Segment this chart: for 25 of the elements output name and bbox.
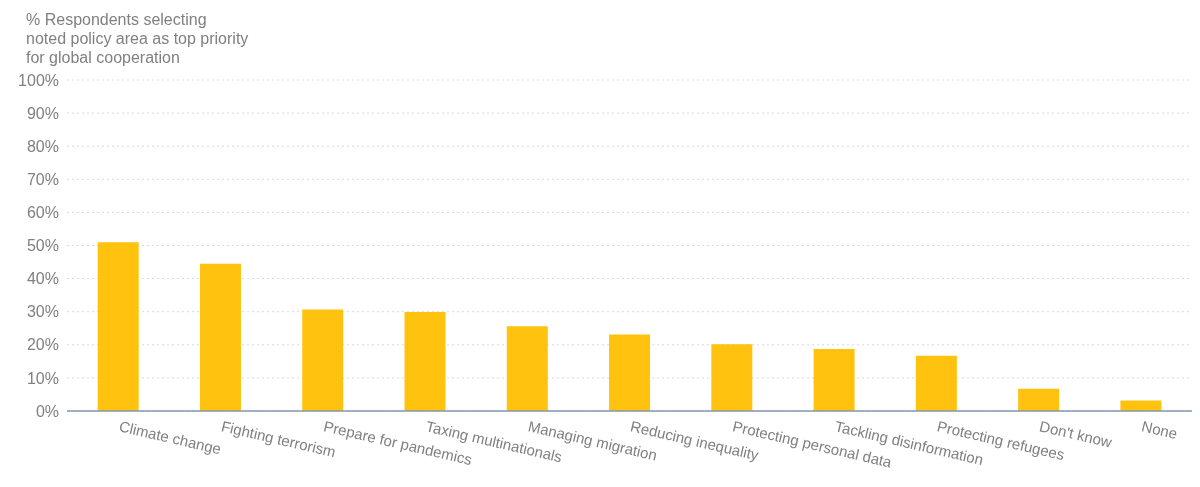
bar (711, 344, 753, 411)
chart-title: % Respondents selecting noted policy area as top priority for global cooperation (26, 10, 249, 67)
y-tick-label: 10% (26, 369, 59, 387)
y-tick-label: 40% (26, 270, 59, 288)
bar (302, 309, 344, 411)
y-tick-label: 50% (26, 237, 59, 255)
y-tick-label: 90% (26, 104, 59, 122)
bar (404, 312, 446, 411)
y-tick-label: 20% (26, 336, 59, 354)
bar (199, 263, 241, 411)
x-tick-label: Climate change (117, 417, 223, 458)
bar (1018, 388, 1060, 411)
y-tick-label: 30% (26, 303, 59, 321)
bar (1120, 400, 1162, 411)
y-tick-label: 0% (35, 402, 59, 420)
bar (506, 326, 548, 411)
bar (915, 355, 957, 411)
y-tick-label: 60% (26, 204, 59, 222)
y-tick-label: 70% (26, 170, 59, 188)
y-tick-label: 100% (18, 71, 59, 89)
y-tick-label: 80% (26, 137, 59, 155)
bar (609, 334, 651, 411)
x-tick-label: None (1140, 417, 1179, 442)
bar (97, 242, 139, 411)
bar (813, 349, 855, 411)
